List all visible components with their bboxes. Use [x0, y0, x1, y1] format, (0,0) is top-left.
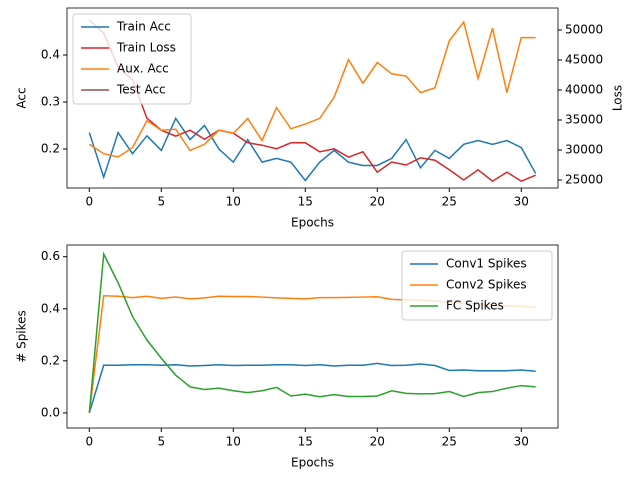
y2-axis-label: Loss [611, 85, 625, 111]
legend-box [72, 13, 192, 105]
y-tick-label: 0.4 [41, 301, 60, 315]
x-tick-label: 15 [298, 435, 313, 449]
y2-tick-label: 25000 [565, 173, 603, 187]
legend: Conv1 Spikes Conv2 Spikes FC Spikes [401, 250, 553, 321]
x-tick-label: 20 [370, 435, 385, 449]
legend: Train Acc Train Loss Aux. Acc Test Acc [72, 13, 192, 105]
axes-frame [66, 7, 559, 189]
legend-label: FC Spikes [446, 299, 504, 313]
legend-label: Conv1 Spikes [446, 257, 527, 271]
x-tick-label: 20 [370, 195, 385, 209]
legend-label: Aux. Acc [117, 62, 169, 76]
series-line [88, 116, 537, 182]
series-line [88, 20, 536, 158]
x-tick-label: 0 [85, 435, 93, 449]
y-tick-label: 0.6 [41, 249, 60, 263]
series-line [88, 251, 536, 413]
x-tick-label: 10 [226, 195, 241, 209]
legend-label: Train Loss [116, 41, 176, 55]
x-tick-label: 30 [514, 195, 529, 209]
y2-tick-label: 40000 [565, 83, 603, 97]
x-tick-label: 10 [226, 435, 241, 449]
x-tick-label: 30 [514, 435, 529, 449]
y2-tick-label: 35000 [565, 113, 603, 127]
legend-box [401, 250, 553, 321]
x-tick-label: 25 [442, 435, 457, 449]
x-tick-label: 25 [442, 195, 457, 209]
y-tick-label: 0.3 [41, 94, 60, 108]
x-tick-label: 5 [157, 195, 165, 209]
y-tick-label: 0.2 [41, 141, 60, 155]
y-tick-label: 0.0 [41, 405, 60, 419]
series-line [88, 19, 536, 183]
x-tick-label: 5 [157, 435, 165, 449]
legend-label: Test Acc [116, 83, 166, 97]
x-axis-label: Epochs [291, 216, 334, 230]
x-axis-label: Epochs [291, 456, 334, 470]
y-tick-label: 0.4 [41, 47, 60, 61]
axes-frame [66, 244, 559, 429]
series-line [88, 362, 536, 414]
legend-label: Train Acc [116, 20, 171, 34]
y2-tick-label: 50000 [565, 23, 603, 37]
legend-label: Conv2 Spikes [446, 278, 527, 292]
y2-tick-label: 45000 [565, 53, 603, 67]
y2-tick-label: 30000 [565, 143, 603, 157]
x-tick-label: 15 [298, 195, 313, 209]
x-tick-label: 0 [85, 195, 93, 209]
y-axis-label: Acc [15, 87, 29, 108]
y-tick-label: 0.2 [41, 353, 60, 367]
y-axis-label: # Spikes [15, 310, 29, 363]
